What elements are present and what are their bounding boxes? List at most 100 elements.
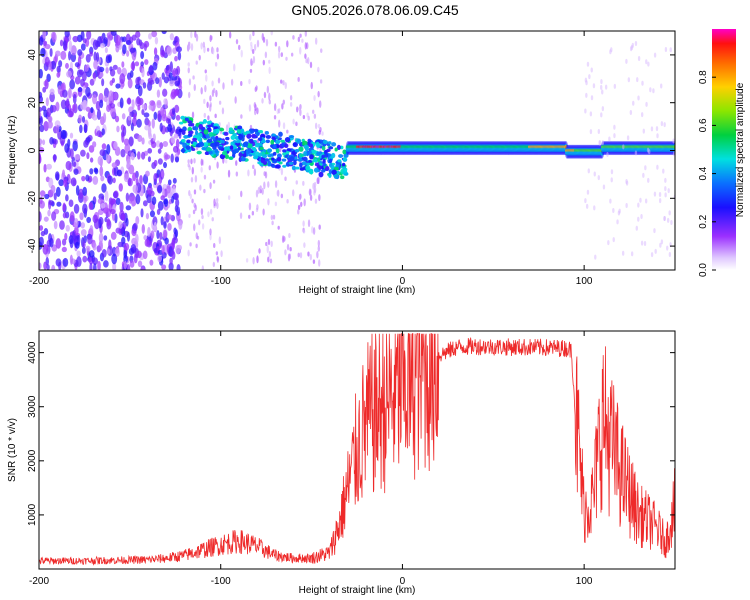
spectrogram-cell (650, 126, 654, 132)
spectrogram-cell (589, 129, 593, 135)
spectrogram-cell (610, 169, 614, 175)
spectrogram-cell (64, 232, 68, 241)
spectrogram-cell (203, 188, 206, 194)
spectrogram-cell (151, 196, 157, 206)
spectrogram-cell (82, 38, 87, 44)
spectrogram-cell (109, 103, 116, 109)
spectrogram-cell (208, 132, 214, 137)
spectrogram-cell (221, 140, 225, 144)
spectrogram-cell (637, 56, 641, 62)
spectrogram-cell (112, 64, 118, 70)
spectrogram-cell (106, 248, 111, 255)
spectrogram-cell (131, 200, 135, 207)
spectrogram-cell (191, 111, 195, 119)
spectrogram-cell (136, 250, 142, 259)
spectrogram-cell (103, 235, 108, 241)
spectrogram-cell (43, 121, 49, 132)
spectrogram-cell (68, 235, 74, 245)
spectrogram-cell (90, 106, 94, 114)
spectrogram-cell (207, 115, 210, 121)
spectrogram-cell (653, 191, 657, 197)
spectrogram-cell (163, 221, 167, 229)
spectrogram-cell (92, 72, 97, 79)
spectrogram-cell (302, 229, 306, 234)
spectrogram-cell (79, 212, 84, 221)
spectrogram-cell (54, 171, 60, 181)
spectrogram-cell (218, 236, 222, 245)
spectrogram-cell (156, 230, 160, 240)
spectrogram-cell (297, 36, 301, 42)
spectrogram-cell (155, 140, 161, 148)
spectrogram-cell (276, 156, 282, 162)
spectrogram-cell (135, 76, 141, 86)
spectrogram-cell (212, 261, 216, 268)
spectrogram-cell (101, 143, 107, 150)
spectrogram-cell (96, 109, 102, 120)
spectrogram-cell (249, 138, 254, 144)
spectrogram-cell (95, 52, 100, 63)
spectrogram-cell (146, 193, 152, 204)
spectrogram-cell (192, 137, 198, 142)
spectrogram-cell (232, 144, 237, 150)
spectrogram-cell (104, 217, 108, 223)
spectrogram-cell (276, 190, 279, 197)
spectrogram-cell (50, 60, 57, 70)
spectrogram-cell (60, 83, 65, 91)
spectrogram-cell (123, 254, 128, 264)
spectrogram-cell (187, 159, 190, 164)
spectrogram-cell (211, 149, 216, 155)
spectrogram-cell (166, 46, 173, 56)
spectrogram-cell (72, 104, 76, 111)
spectrogram-cell (328, 169, 333, 175)
spectrogram-cell (128, 136, 134, 147)
spectrogram-cell (149, 259, 154, 266)
spectrogram-cell (178, 221, 183, 230)
spectrogram-cell (49, 47, 53, 57)
spectrogram-cell (284, 249, 287, 256)
spectrogram-cell (304, 42, 308, 50)
spectrogram-cell (297, 76, 300, 82)
spectrogram-cell (137, 134, 143, 142)
spectrogram-cell (143, 43, 147, 52)
spectrogram-cell (73, 168, 79, 175)
spectrogram-cell (252, 55, 256, 64)
snr-y-label: SNR (10 * v/v) (7, 418, 18, 482)
spectrogram-cell (80, 43, 86, 51)
spectrogram-cell (127, 177, 133, 187)
spectrogram-cell (593, 205, 596, 211)
spectrogram-cell (322, 163, 327, 167)
spectrogram-cell (160, 195, 166, 201)
spectrogram-cell (149, 210, 156, 218)
spectrogram-cell (317, 245, 320, 252)
spectrogram-cell (294, 149, 300, 153)
spectrogram-cell (265, 241, 268, 247)
spectrogram-cell (321, 168, 326, 173)
spectrogram-cell (44, 78, 49, 90)
spectrogram-cell (177, 51, 182, 61)
spectrogram-cell (143, 112, 150, 118)
spectrogram-cell (647, 61, 650, 67)
spectrogram-cell (151, 31, 158, 38)
spectrogram-cell (96, 130, 102, 138)
spectrogram-cell (303, 242, 306, 248)
spectrogram-cell (274, 139, 281, 145)
spectrogram-cell (302, 156, 308, 162)
spectrogram-cell (123, 173, 130, 183)
snr-frame (38, 330, 676, 570)
spectrogram-cell (278, 45, 281, 53)
spectrogram-cell (298, 106, 301, 111)
spectrogram-cell (160, 170, 165, 178)
spectrogram-cell (252, 257, 255, 265)
spectrogram-cell (645, 101, 648, 107)
spectrogram-cell (312, 259, 316, 264)
spectrogram-cell (62, 89, 68, 98)
spectrogram-cell (115, 83, 121, 89)
spectrogram-cell (203, 129, 209, 135)
spectrogram-cell (319, 79, 323, 84)
spectrogram-cell (140, 61, 145, 67)
spectrogram-cell (149, 79, 155, 85)
spectrogram-cell (167, 179, 172, 186)
spectrogram-cell (594, 254, 597, 260)
spectrogram-cell (313, 167, 319, 173)
spectrogram-cell (56, 72, 61, 78)
